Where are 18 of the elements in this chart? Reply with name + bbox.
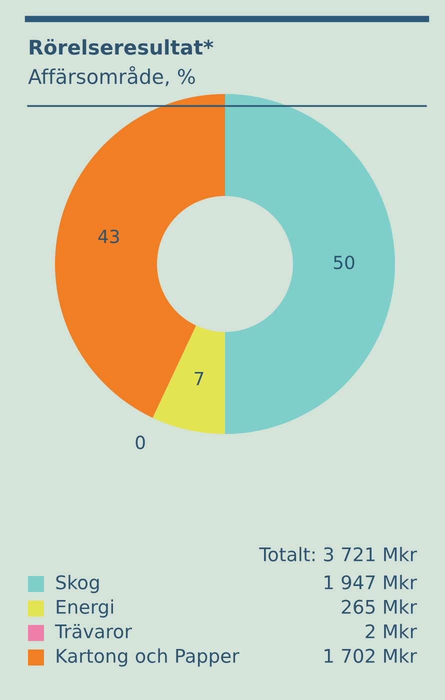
data-label: 50 [334, 256, 354, 270]
text: 0 [136, 436, 145, 450]
donut-slice [152, 326, 225, 434]
text: 1 947 Mkr [324, 574, 417, 590]
legend-label: Kartong och Papper [56, 648, 240, 667]
legend-label: Energi [56, 599, 113, 618]
legend-label: Trävaror [54, 624, 132, 638]
donut-slice [55, 94, 225, 418]
text: 1 702 Mkr [324, 648, 417, 663]
text: 265 Mkr [342, 599, 417, 614]
legend-label: Skog [56, 574, 99, 594]
chart-subtitle: Affärsområde, % [28, 66, 195, 86]
text: 2 Mkr [366, 624, 417, 638]
chart-title: Rörelseresultat* [30, 38, 214, 55]
data-label: 7 [194, 372, 204, 386]
text: Totalt: 3 721 Mkr [259, 546, 418, 562]
data-label: 43 [98, 230, 119, 244]
donut-slice [225, 94, 395, 434]
